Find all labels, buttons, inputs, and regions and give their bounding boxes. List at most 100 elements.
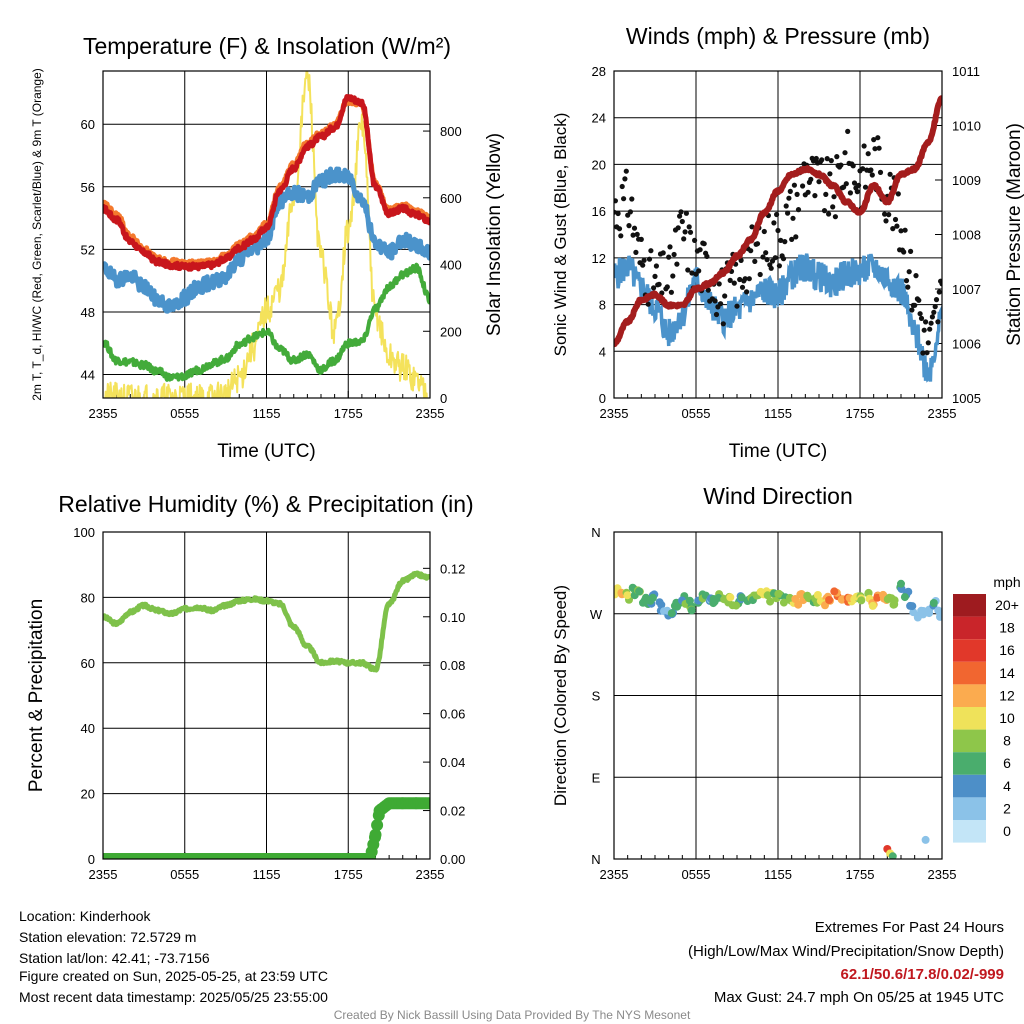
legend-label: 8 [1003,733,1011,749]
gust-point [645,301,651,307]
direction-point [897,579,905,588]
y-right-tick-label: 0 [440,391,447,406]
gust-point [850,163,856,169]
gust-point [734,303,740,309]
gust-point [936,289,942,295]
y-tick-label: N [591,852,600,867]
gust-point [668,289,675,295]
gust-point [931,309,937,315]
gust-point [793,234,799,240]
gust-point [920,350,926,356]
x-tick-label: 1755 [334,406,363,421]
gust-point [826,211,832,217]
gust-point [764,257,770,263]
y-axis-label: Direction (Colored By Speed) [551,585,570,806]
gust-point [638,236,644,242]
direction-point [796,590,805,599]
series-line [103,166,430,314]
chart-title: Relative Humidity (%) & Precipitation (i… [58,491,473,517]
x-tick-label: 2355 [928,867,957,882]
gust-point [831,194,837,200]
plot-area [103,71,430,398]
legend-label: 16 [999,642,1015,658]
temperature-panel: Temperature (F) & Insolation (W/m²)2355 0… [30,33,505,462]
gust-point [800,183,806,189]
gust-point [821,208,828,214]
y-right-tick-label: 600 [440,191,462,206]
plot-area [103,570,430,859]
gust-point [685,267,691,273]
max-gust: Max Gust: 24.7 mph On 05/25 at 1945 UTC [713,989,1004,1006]
gust-point [929,314,936,320]
x-tick-label: 1155 [764,867,792,882]
gust-point [757,271,763,278]
y-tick-label: 48 [81,305,95,320]
direction-point [921,835,930,844]
station-location: Location: Kinderhook [19,908,151,924]
direction-point [779,598,788,607]
legend-label: 14 [999,665,1015,681]
direction-point [635,587,644,596]
y-right-tick-label: 1007 [952,282,981,297]
gust-point [902,227,908,233]
plot-frame [613,70,943,399]
x-tick-label: 1155 [253,867,281,882]
gust-point [631,225,638,231]
x-tick-label: 1755 [846,406,875,421]
credit-line: Created By Nick Bassill Using Data Provi… [333,1008,691,1022]
gust-point [772,255,778,261]
y-tick-label: 0 [599,391,606,406]
gust-point [786,195,792,201]
gust-point [912,302,918,308]
y-tick-label: E [592,770,601,785]
chart-title: Winds (mph) & Pressure (mb) [626,23,930,49]
gust-point [630,232,636,238]
direction-point [766,597,775,606]
extremes-values: 62.1/50.6/17.8/0.02/-999 [840,966,1004,983]
x-tick-label: 0555 [682,406,711,421]
x-tick-label: 2355 [928,406,957,421]
gust-point [739,284,746,290]
gust-point [616,226,623,232]
gust-point [774,211,780,218]
gust-point [785,210,791,216]
gust-point [679,218,685,225]
y-tick-label: W [590,607,603,622]
gust-point [860,166,866,172]
meteogram-figure: Temperature (F) & Insolation (W/m²)2355 0… [26,23,1024,882]
gust-point [646,256,653,262]
legend-title: mph [993,574,1020,590]
gust-point [744,289,750,295]
gust-point [674,261,680,267]
gust-point [830,204,836,210]
gust-point [862,184,869,190]
y-tick-label: 40 [81,721,95,736]
gust-point [615,210,621,217]
legend-label: 0 [1003,823,1011,839]
gust-point [877,169,884,175]
gust-point [689,270,695,276]
direction-point [837,595,846,604]
gust-point [843,181,849,187]
y-tick-label: 80 [81,590,95,605]
gust-point [671,251,677,258]
gust-point [752,258,758,264]
series-line [103,94,430,272]
gust-point [808,176,814,182]
gust-point [704,253,710,259]
gust-point [813,155,819,162]
gust-point [905,284,911,290]
plot-frame [613,531,943,860]
direction-point [732,601,741,610]
direction-point [929,599,938,607]
gust-point [868,167,874,173]
plot-frame [102,531,431,860]
y-right-tick-label: 1009 [952,173,981,188]
gust-point [869,172,875,178]
gust-point [718,301,724,307]
x-tick-label: 2355 [416,406,445,421]
gust-point [666,254,672,260]
legend-swatch [953,797,986,820]
gust-point [875,135,881,141]
gust-point [682,229,688,235]
